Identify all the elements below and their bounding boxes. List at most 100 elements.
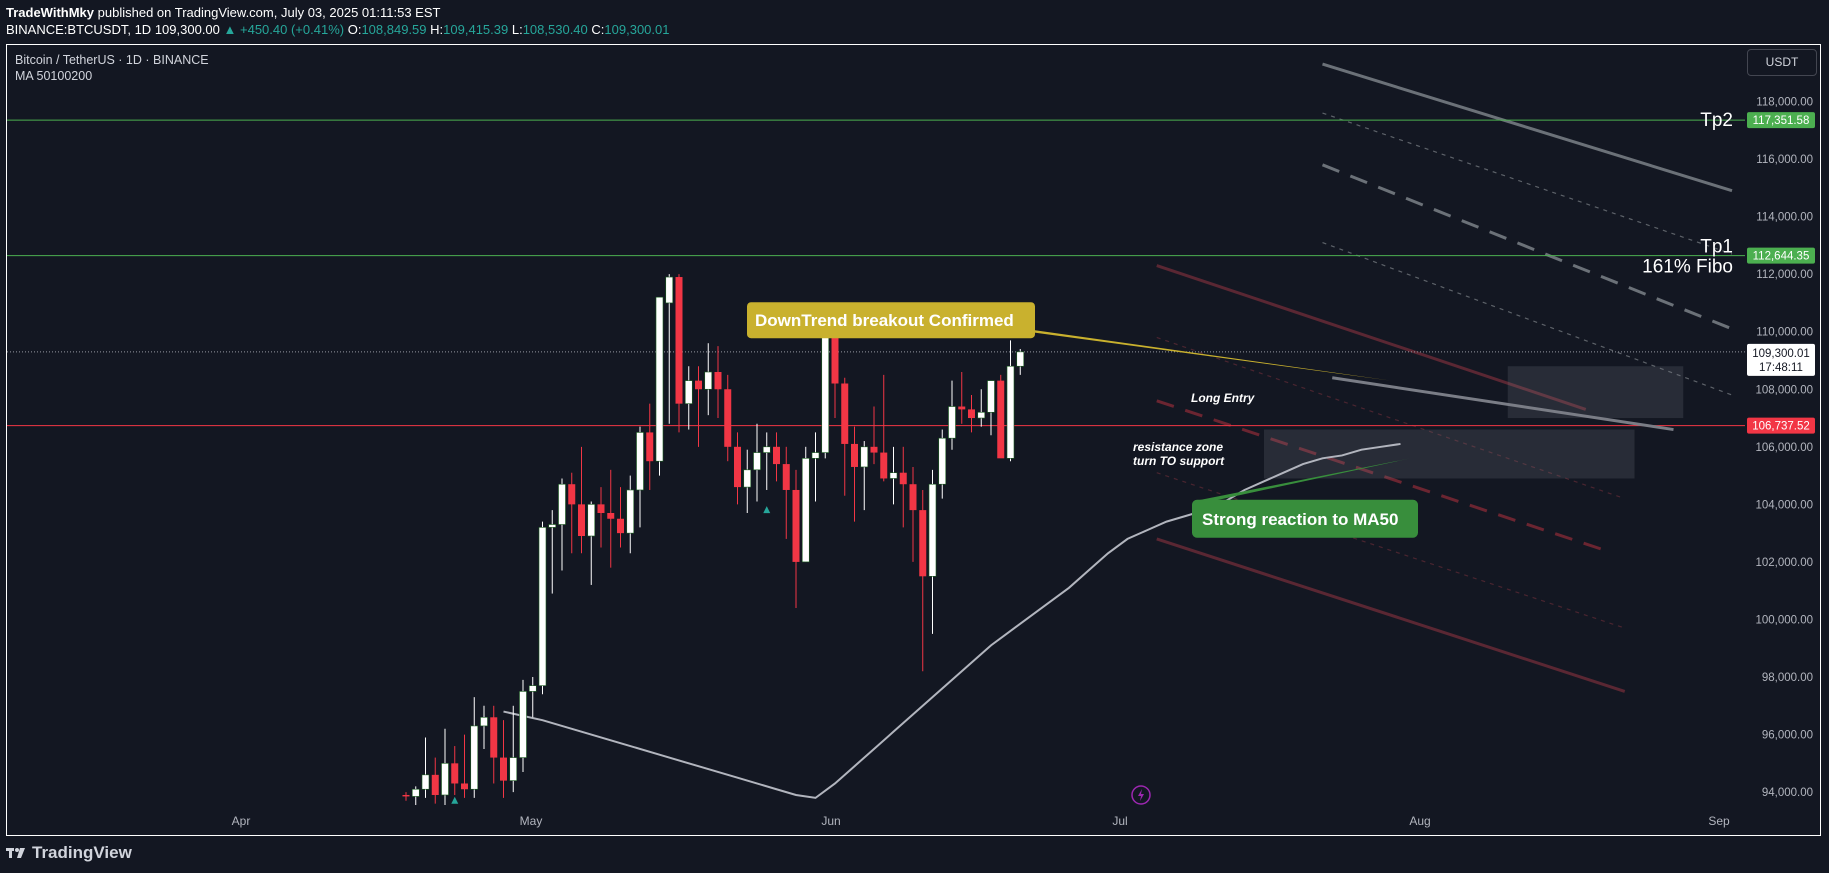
currency-button[interactable]: USDT	[1747, 49, 1817, 76]
plot-area: DownTrend breakout Confirmed Strong react…	[7, 62, 1745, 805]
publish-line: TradeWithMky published on TradingView.co…	[6, 4, 669, 21]
candle-body	[997, 380, 1005, 459]
channel-inner-upper-dash	[1156, 336, 1625, 500]
ohlc-line: BINANCE:BTCUSDT, 1D 109,300.00 ▲ +450.40…	[6, 21, 669, 38]
candle	[431, 757, 439, 804]
candle-body	[431, 774, 439, 795]
candle-body	[948, 406, 956, 439]
candle	[714, 346, 722, 419]
candle	[500, 720, 507, 798]
candle-body	[1016, 351, 1025, 367]
open-value: 108,849.59	[361, 22, 427, 37]
tradingview-logo-icon	[6, 844, 28, 864]
candle	[792, 469, 800, 608]
long-entry-label: Long Entry	[1191, 391, 1256, 405]
close-value: 109,300.01	[604, 22, 670, 37]
candle	[860, 441, 869, 511]
signal-triangle-icon	[451, 796, 459, 804]
candle	[509, 705, 518, 793]
candle-body	[880, 452, 888, 479]
candle	[919, 489, 927, 672]
candle-body	[538, 527, 547, 686]
candle-body	[860, 446, 869, 468]
candle	[617, 487, 624, 548]
candle-body	[461, 783, 468, 790]
candle	[851, 426, 858, 522]
indicator-label[interactable]: MA 50100200	[15, 69, 93, 83]
brand-text: TradingView	[32, 843, 132, 862]
breakout-callout-pointer	[1017, 330, 1391, 381]
candle	[1016, 348, 1025, 375]
candle	[461, 734, 468, 798]
y-tick-label: 114,000.00	[1756, 212, 1813, 224]
candle	[684, 366, 693, 430]
candle-body	[909, 484, 917, 511]
tp2-label: Tp2	[1700, 110, 1733, 131]
candle	[451, 746, 459, 795]
candle-body	[841, 383, 849, 444]
y-tick-label: 94,000.00	[1762, 787, 1813, 799]
candle-body	[773, 446, 780, 465]
symbol: BINANCE:BTCUSDT, 1D	[6, 22, 152, 37]
candle-body	[811, 452, 820, 459]
support-zone-box	[1264, 429, 1635, 479]
y-tick-label: 116,000.00	[1756, 154, 1813, 166]
candle	[977, 389, 986, 427]
candle	[538, 521, 547, 695]
candle	[411, 786, 420, 805]
candle-body	[655, 296, 664, 462]
breakout-callout-text: DownTrend breakout Confirmed	[755, 311, 1014, 330]
candle-body	[626, 489, 635, 534]
candle-body	[490, 717, 498, 758]
candle-body	[958, 406, 966, 410]
candle	[655, 296, 664, 476]
candle-body	[821, 322, 830, 453]
candle	[607, 469, 615, 568]
candle-body	[646, 432, 654, 462]
series-title[interactable]: Bitcoin / TetherUS · 1D · BINANCE	[15, 53, 209, 67]
price-tag: 112,644.35	[1747, 247, 1815, 264]
candle-body	[851, 443, 858, 467]
y-tick-label: 110,000.00	[1756, 327, 1813, 339]
candle-body	[899, 472, 907, 485]
price-change: ▲ +450.40 (+0.41%)	[223, 22, 345, 37]
candle-body	[665, 276, 674, 304]
author-name[interactable]: TradeWithMky	[6, 5, 95, 20]
candle-body	[734, 446, 741, 488]
candle-body	[695, 380, 702, 390]
candle	[480, 705, 488, 749]
projection-upper-dash	[1322, 112, 1733, 255]
low-value: 108,530.40	[522, 22, 588, 37]
ma50-callout-pointer	[1196, 458, 1411, 501]
candle	[441, 728, 449, 805]
candle-body	[782, 464, 790, 490]
x-tick-label: May	[520, 814, 543, 828]
candle	[1006, 340, 1015, 462]
candle-body	[421, 774, 430, 790]
candle-body	[977, 411, 986, 419]
y-tick-label: 102,000.00	[1755, 557, 1813, 569]
candle	[880, 374, 888, 482]
candle	[695, 366, 702, 447]
candle	[568, 472, 576, 554]
candle-body	[451, 763, 459, 784]
high-value: 109,415.39	[443, 22, 509, 37]
channel-middle-dash	[1156, 399, 1606, 552]
candle-body	[792, 489, 800, 562]
candle	[402, 792, 410, 801]
candle	[782, 446, 790, 539]
support-zone-label-1: resistance zone	[1133, 440, 1223, 454]
candle-body	[500, 757, 507, 781]
candle	[899, 446, 907, 528]
candle	[636, 426, 644, 528]
y-tick-label: 98,000.00	[1762, 672, 1813, 684]
candle	[421, 737, 430, 798]
candle	[626, 475, 635, 554]
candle-body	[684, 380, 693, 404]
y-tick-label: 112,000.00	[1756, 269, 1813, 281]
x-tick-label: Jul	[1112, 814, 1127, 828]
candle-body	[509, 757, 518, 781]
candle-body	[558, 483, 566, 525]
channel-inner-lower-dash	[1156, 472, 1625, 629]
